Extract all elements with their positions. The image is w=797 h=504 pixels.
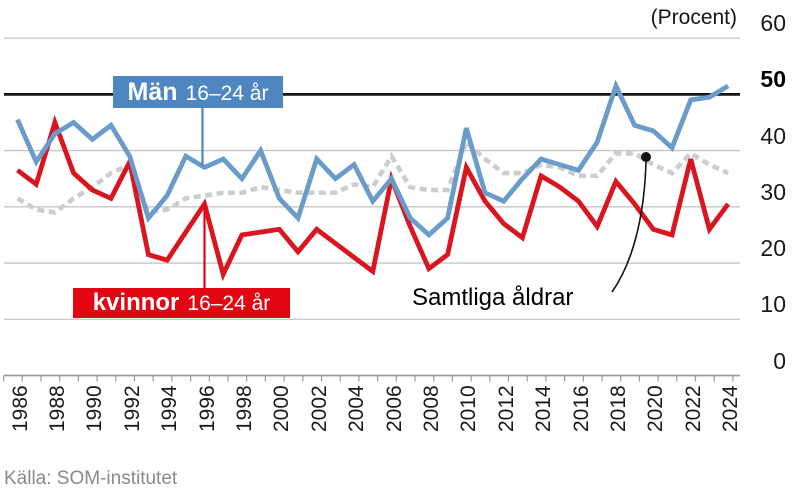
x-axis-label-2012: 2012 <box>494 385 518 432</box>
series-label-women-title: kvinnor <box>92 289 180 316</box>
series-line-all-ages <box>16 138 730 215</box>
x-axis-label-1988: 1988 <box>45 385 69 432</box>
series-label-men: Män 16–24 år <box>113 76 283 108</box>
series-label-all-ages: Samtliga åldrar <box>412 284 574 311</box>
x-axis-label-1992: 1992 <box>120 385 144 432</box>
y-axis-label-60: 60 <box>760 10 786 37</box>
x-axis-label-2004: 2004 <box>345 385 369 432</box>
y-axis-label-20: 20 <box>760 235 786 262</box>
all-ages-annotation-dot <box>641 152 651 162</box>
y-axis-label-10: 10 <box>760 291 786 318</box>
y-axis-label-50: 50 <box>760 66 786 93</box>
series-line-men <box>15 79 730 239</box>
y-axis-label-40: 40 <box>760 122 786 149</box>
x-axis-label-2006: 2006 <box>382 385 406 432</box>
x-axis-label-2000: 2000 <box>270 385 294 432</box>
x-axis-label-2008: 2008 <box>419 385 443 432</box>
x-axis-label-1986: 1986 <box>8 385 32 432</box>
series-label-women: kvinnor 16–24 år <box>73 288 290 318</box>
y-axis-label-0: 0 <box>773 347 786 374</box>
x-axis-label-1996: 1996 <box>195 385 219 432</box>
x-axis-label-2020: 2020 <box>644 385 668 432</box>
x-axis-label-2016: 2016 <box>569 385 593 432</box>
x-axis-label-2022: 2022 <box>681 385 705 432</box>
series-lines <box>15 79 731 282</box>
x-axis-label-1990: 1990 <box>83 385 107 432</box>
series-label-men-suffix: 16–24 år <box>185 82 269 105</box>
x-axis-label-2010: 2010 <box>457 385 481 432</box>
x-axis-label-1998: 1998 <box>232 385 256 432</box>
x-axis-label-2002: 2002 <box>307 385 331 432</box>
series-label-men-title: Män <box>127 78 178 106</box>
y-axis-unit-label: (Procent) <box>650 6 737 29</box>
x-axis-label-1994: 1994 <box>158 385 182 432</box>
y-axis-label-30: 30 <box>760 178 786 205</box>
x-axis-label-2014: 2014 <box>532 385 556 432</box>
series-label-women-suffix: 16–24 år <box>187 292 271 315</box>
x-axis-ticks <box>2 375 734 382</box>
source-caption: Källa: SOM-institutet <box>4 468 178 489</box>
x-axis-label-2018: 2018 <box>606 385 630 432</box>
series-line-women <box>16 114 731 282</box>
x-axis-label-2024: 2024 <box>719 385 743 432</box>
all-ages-annotation-curve <box>611 160 647 293</box>
